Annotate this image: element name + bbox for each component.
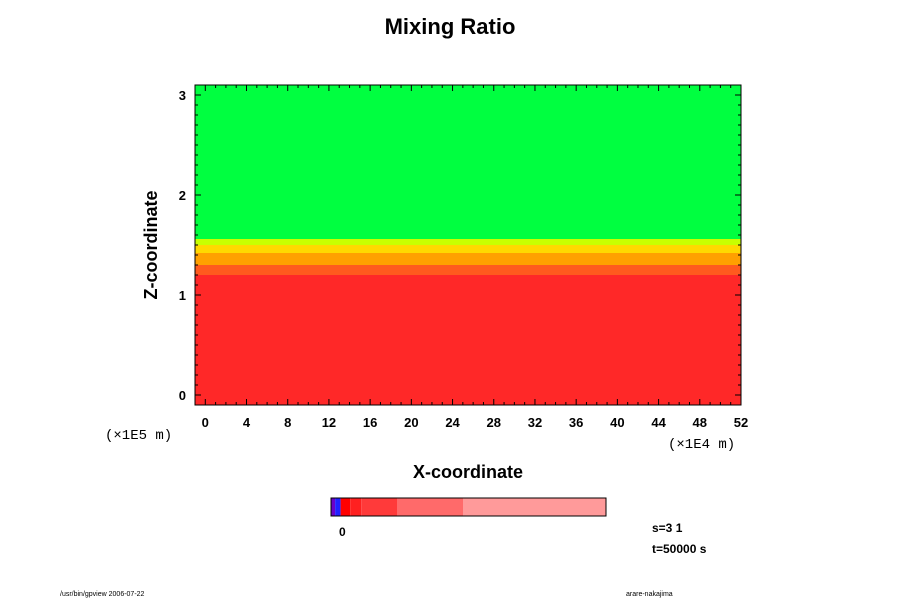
z-tick-label: 3 <box>179 88 186 103</box>
footer-left-text: /usr/bin/gpview 2006-07-22 <box>60 591 145 598</box>
x-tick-label: 20 <box>404 415 418 430</box>
colorbar <box>330 497 607 517</box>
y-axis-label: Z-coordinate <box>141 190 161 299</box>
colorbar-segment-2 <box>340 498 351 516</box>
x-tick-label: 52 <box>734 415 748 430</box>
chart-title: Mixing Ratio <box>384 14 516 39</box>
x-tick-label: 0 <box>202 415 209 430</box>
colorbar-segment-3 <box>350 498 362 516</box>
x-tick-label: 36 <box>569 415 583 430</box>
x-tick-label: 28 <box>487 415 501 430</box>
colorbar-segment-0 <box>331 498 336 516</box>
x-axis-ticks: 0 4 8 12 16 20 24 28 32 36 40 44 48 52 <box>194 85 748 430</box>
mixing-ratio-band-2 <box>195 253 741 265</box>
x-tick-label: 40 <box>610 415 624 430</box>
x-tick-label: 32 <box>528 415 542 430</box>
colorbar-segment-6 <box>463 498 606 516</box>
x-tick-label: 48 <box>693 415 707 430</box>
plot-area <box>194 84 742 406</box>
x-tick-label: 12 <box>322 415 336 430</box>
mixing-ratio-band-1 <box>195 265 741 275</box>
mixing-ratio-band-0 <box>195 275 741 405</box>
z-tick-label: 1 <box>179 288 186 303</box>
x-tick-label: 24 <box>445 415 460 430</box>
x-tick-label: 16 <box>363 415 377 430</box>
colorbar-segment-4 <box>361 498 397 516</box>
mixing-ratio-band-5 <box>195 85 741 239</box>
x-tick-label: 44 <box>651 415 666 430</box>
z-scale-note: (×1E5 m) <box>105 428 172 444</box>
mixing-ratio-band-4 <box>195 239 741 245</box>
footer-right-text: arare-nakajima <box>626 591 673 598</box>
x-scale-note: (×1E4 m) <box>668 437 735 453</box>
colorbar-segment-5 <box>397 498 463 516</box>
x-tick-label: 8 <box>284 415 291 430</box>
x-axis-label: X-coordinate <box>413 462 523 482</box>
colorbar-segment-1 <box>335 498 341 516</box>
colorbar-tick-label: 0 <box>339 525 346 539</box>
s-info-text: s=3 1 <box>652 521 683 535</box>
z-tick-label: 2 <box>179 188 186 203</box>
t-info-text: t=50000 s <box>652 542 707 556</box>
x-tick-label: 4 <box>243 415 251 430</box>
mixing-ratio-band-3 <box>195 245 741 253</box>
z-axis-ticks: 0 1 2 3 <box>179 84 741 406</box>
colorbar-frame <box>330 497 607 517</box>
z-tick-label: 0 <box>179 388 186 403</box>
